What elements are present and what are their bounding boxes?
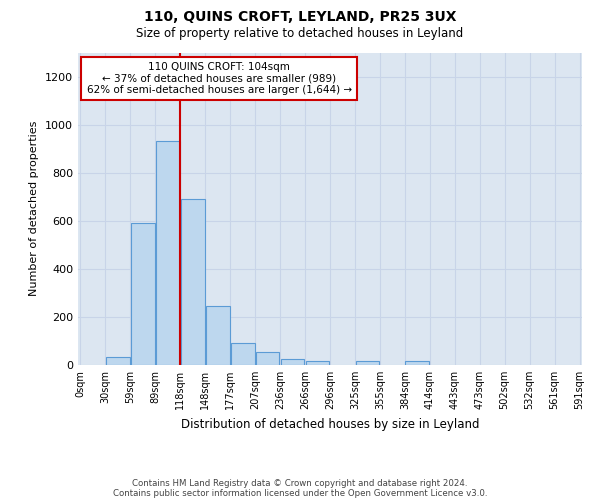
Bar xyxy=(131,223,155,365)
X-axis label: Distribution of detached houses by size in Leyland: Distribution of detached houses by size … xyxy=(181,418,479,430)
Bar xyxy=(231,344,254,365)
Bar xyxy=(256,352,280,365)
Bar xyxy=(206,306,230,365)
Text: Contains HM Land Registry data © Crown copyright and database right 2024.: Contains HM Land Registry data © Crown c… xyxy=(132,478,468,488)
Text: Size of property relative to detached houses in Leyland: Size of property relative to detached ho… xyxy=(136,28,464,40)
Text: 110, QUINS CROFT, LEYLAND, PR25 3UX: 110, QUINS CROFT, LEYLAND, PR25 3UX xyxy=(144,10,456,24)
Bar xyxy=(181,199,205,365)
Text: 110 QUINS CROFT: 104sqm
← 37% of detached houses are smaller (989)
62% of semi-d: 110 QUINS CROFT: 104sqm ← 37% of detache… xyxy=(86,62,352,95)
Text: Contains public sector information licensed under the Open Government Licence v3: Contains public sector information licen… xyxy=(113,488,487,498)
Bar xyxy=(281,359,304,365)
Bar xyxy=(106,356,130,365)
Bar xyxy=(406,362,429,365)
Bar xyxy=(305,362,329,365)
Y-axis label: Number of detached properties: Number of detached properties xyxy=(29,121,40,296)
Bar xyxy=(156,142,179,365)
Bar xyxy=(356,362,379,365)
